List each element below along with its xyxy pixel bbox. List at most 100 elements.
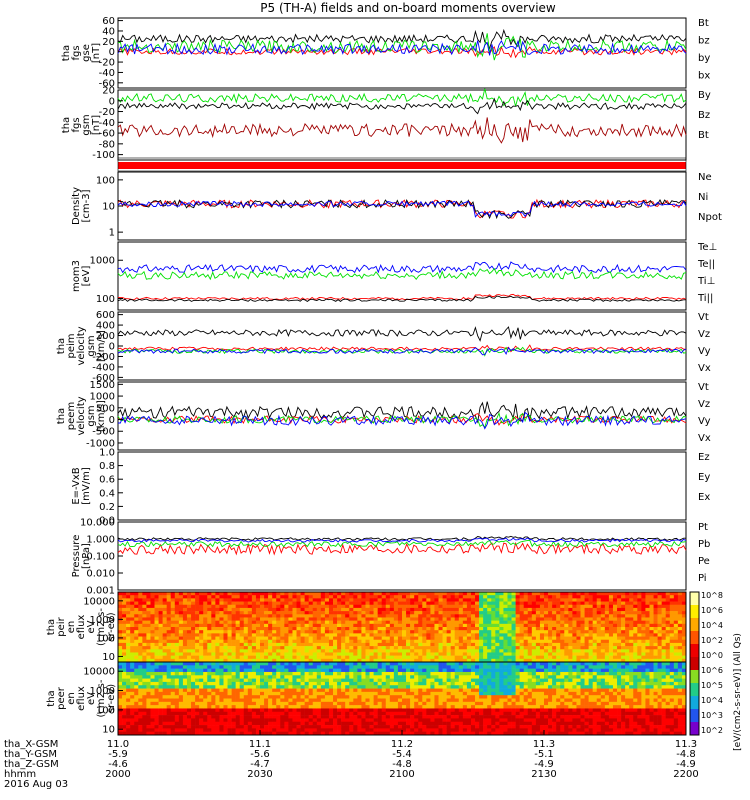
spectrogram-cell (588, 595, 593, 599)
spectrogram-cell (296, 662, 301, 666)
spectrogram-cell (665, 620, 671, 625)
y-axis-label: eV (86, 620, 97, 633)
spectrogram-cell (280, 718, 285, 723)
spectrogram-cell (430, 725, 435, 729)
spectrogram-cell (357, 728, 362, 732)
spectrogram-cell (320, 715, 326, 719)
spectrogram-cell (178, 646, 184, 650)
spectrogram-cell (414, 708, 419, 713)
y-tick-label: 200 (96, 331, 115, 342)
spectrogram-cell (337, 633, 342, 637)
spectrogram-cell (580, 633, 585, 637)
spectrogram-cell (316, 688, 322, 693)
spectrogram-cell (596, 630, 602, 634)
spectrogram-cell (312, 698, 318, 703)
spectrogram-cell (142, 642, 147, 647)
spectrogram-cell (381, 652, 387, 656)
spectrogram-cell (186, 728, 192, 732)
spectrogram-cell (503, 614, 508, 618)
spectrogram-cell (170, 662, 176, 666)
spectrogram-cell (207, 681, 212, 686)
spectrogram-cell (402, 701, 407, 706)
spectrogram-cell (406, 617, 411, 621)
spectrogram-cell (219, 623, 224, 628)
spectrogram-cell (349, 611, 354, 615)
spectrogram-cell (507, 623, 512, 628)
spectrogram-cell (304, 614, 309, 618)
spectrogram-cell (580, 614, 585, 618)
spectrogram-cell (491, 636, 496, 641)
spectrogram-cell (373, 595, 378, 599)
spectrogram-cell (434, 604, 439, 609)
spectrogram-cell (361, 691, 366, 696)
spectrogram-cell (414, 678, 419, 683)
spectrogram-cell (150, 731, 155, 736)
spectrogram-cell (402, 620, 407, 625)
spectrogram-cell (402, 646, 407, 650)
spectrogram-cell (126, 668, 131, 673)
spectrogram-cell (353, 705, 358, 709)
spectrogram-cell (345, 662, 350, 666)
spectrogram-cell (393, 701, 399, 706)
spectrogram-cell (430, 721, 435, 726)
spectrogram-cell (166, 708, 172, 713)
spectrogram-cell (324, 604, 330, 609)
spectrogram-cell (527, 623, 533, 628)
spectrogram-cell (491, 611, 496, 615)
spectrogram-cell (373, 649, 378, 653)
spectrogram-cell (154, 630, 159, 634)
spectrogram-cell (150, 681, 155, 686)
spectrogram-cell (507, 620, 512, 625)
spectrogram-cell (284, 688, 289, 693)
spectrogram-cell (243, 731, 249, 736)
spectrogram-cell (312, 601, 318, 606)
spectrogram-cell (458, 592, 464, 596)
spectrogram-cell (483, 655, 488, 660)
spectrogram-cell (166, 652, 172, 656)
spectrogram-cell (552, 604, 557, 609)
spectrogram-cell (142, 649, 147, 653)
spectrogram-cell (337, 665, 342, 669)
spectrogram-cell (572, 604, 577, 609)
spectrogram-cell (186, 665, 192, 669)
spectrogram-cell (430, 678, 435, 683)
spectrogram-cell (231, 728, 236, 732)
spectrogram-cell (304, 695, 309, 699)
spectrogram-cell (548, 655, 553, 660)
spectrogram-cell (251, 708, 257, 713)
spectrogram-cell (475, 607, 480, 612)
spectrogram-cell (150, 701, 155, 706)
spectrogram-cell (645, 617, 650, 621)
spectrogram-cell (495, 636, 500, 641)
spectrogram-cell (422, 595, 427, 599)
spectrogram-cell (681, 630, 687, 634)
spectrogram-cell (406, 721, 411, 726)
spectrogram-cell (426, 685, 431, 689)
spectrogram-cell (247, 668, 253, 673)
spectrogram-cell (122, 620, 127, 625)
spectrogram-cell (592, 620, 598, 625)
spectrogram-cell (402, 718, 407, 723)
spectrogram-cell (531, 630, 537, 634)
spectrogram-cell (645, 636, 650, 641)
spectrogram-cell (385, 595, 391, 599)
spectrogram-cell (247, 595, 253, 599)
spectrogram-cell (174, 592, 180, 596)
spectrogram-cell (588, 642, 593, 647)
spectrogram-cell (341, 681, 346, 686)
spectrogram-cell (251, 721, 257, 726)
spectrogram-cell (300, 598, 305, 602)
spectrogram-cell (653, 633, 658, 637)
spectrogram-cell (296, 627, 301, 631)
spectrogram-cell (223, 617, 228, 621)
spectrogram-cell (130, 598, 135, 602)
spectrogram-cell (515, 595, 520, 599)
spectrogram-cell (385, 681, 391, 686)
spectrogram-cell (633, 604, 638, 609)
spectrogram-cell (349, 604, 354, 609)
spectrogram-cell (292, 665, 297, 669)
spectrogram-cell (191, 731, 196, 736)
spectrogram-cell (422, 728, 427, 732)
spectrogram-cell (410, 611, 415, 615)
spectrogram-cell (349, 705, 354, 709)
